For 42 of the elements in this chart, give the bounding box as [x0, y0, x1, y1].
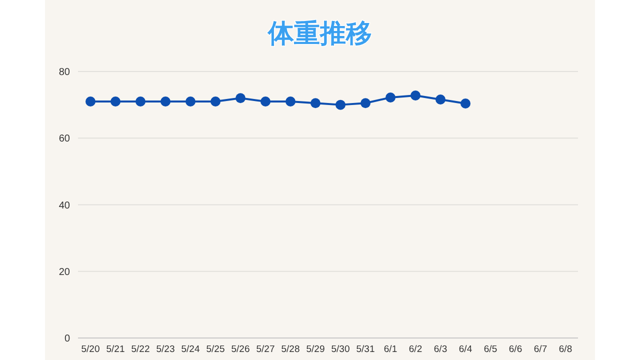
- x-tick-label: 6/8: [558, 344, 572, 355]
- x-tick-label: 5/27: [256, 344, 275, 355]
- point: [410, 90, 420, 100]
- x-tick-label: 5/26: [231, 344, 250, 355]
- point: [260, 96, 270, 106]
- point: [160, 96, 170, 106]
- x-tick-label: 6/3: [434, 344, 448, 355]
- x-tick-label: 6/2: [408, 344, 422, 355]
- point: [136, 96, 146, 106]
- x-tick-label: 5/29: [306, 344, 325, 355]
- x-tick-label: 6/4: [458, 344, 472, 355]
- x-tick-label: 5/24: [181, 344, 200, 355]
- x-tick-label: 5/22: [131, 344, 150, 355]
- y-tick-label: 60: [58, 134, 70, 145]
- x-tick-label: 6/7: [534, 344, 548, 355]
- x-tick-label: 5/30: [331, 344, 350, 355]
- y-tick-label: 80: [58, 67, 70, 78]
- point: [336, 100, 346, 110]
- point: [210, 96, 220, 106]
- x-tick-label: 5/23: [156, 344, 175, 355]
- point: [86, 96, 96, 106]
- x-tick-label: 5/31: [356, 344, 375, 355]
- point: [236, 93, 246, 104]
- x-tick-label: 5/28: [281, 344, 300, 355]
- point: [286, 96, 296, 106]
- y-tick-label: 20: [58, 266, 70, 278]
- point: [186, 96, 196, 106]
- chart-title: 体重推移: [267, 19, 372, 49]
- y-tick-label: 0: [64, 334, 70, 344]
- x-tick-label: 6/5: [484, 344, 498, 355]
- x-tick-label: 6/6: [508, 344, 522, 355]
- point: [460, 98, 470, 108]
- y-tick-label: 40: [58, 200, 70, 212]
- x-tick-label: 6/1: [384, 344, 398, 355]
- point: [310, 98, 320, 108]
- point: [110, 96, 120, 106]
- point: [386, 92, 396, 102]
- point: [360, 98, 370, 108]
- x-tick-label: 5/25: [206, 344, 225, 355]
- x-tick-label: 5/20: [81, 344, 100, 355]
- point: [436, 94, 446, 104]
- x-tick-label: 5/21: [106, 344, 125, 355]
